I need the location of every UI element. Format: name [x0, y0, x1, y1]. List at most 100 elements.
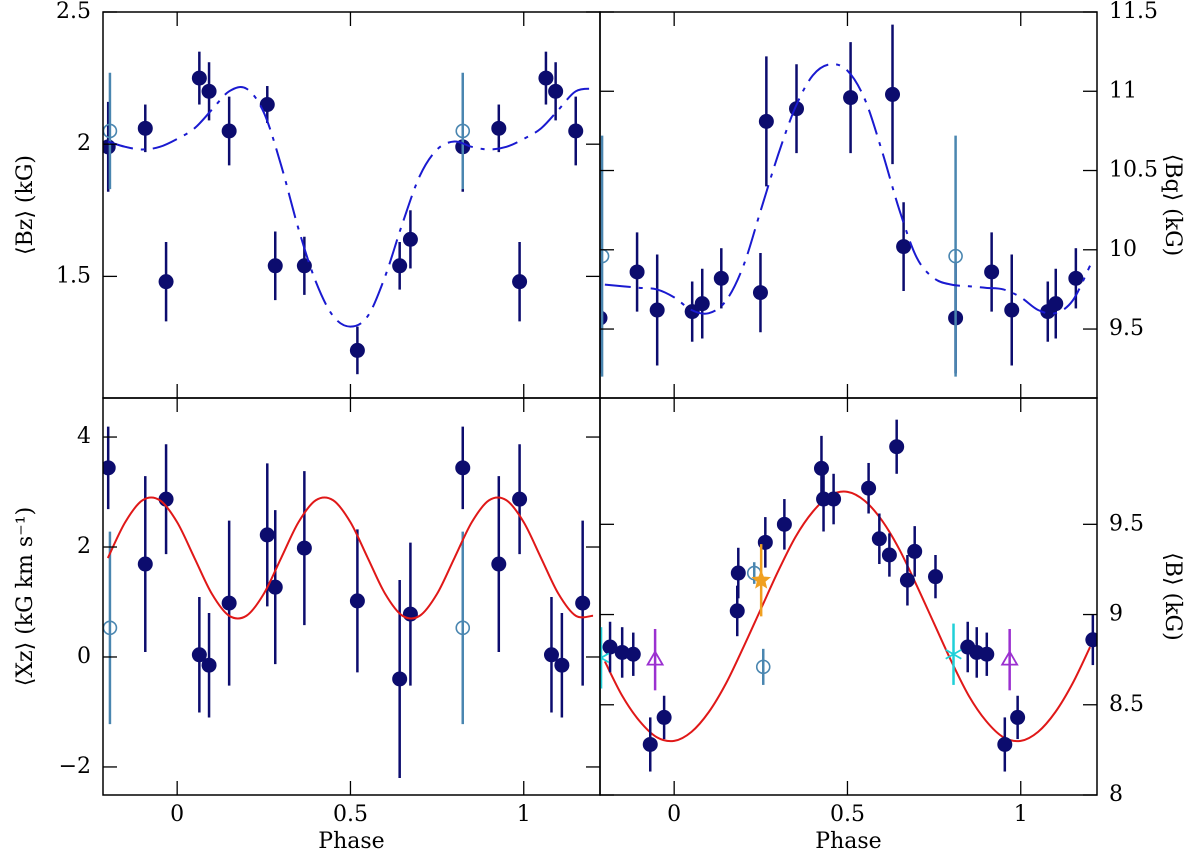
data-point — [201, 657, 217, 673]
data-point — [896, 239, 912, 255]
data-point — [548, 83, 564, 99]
data-point — [267, 258, 283, 274]
y-axis-label: ⟨Xz⟩ (kG km s⁻¹) — [13, 507, 38, 686]
y-tick-label: 11.5 — [1109, 0, 1158, 24]
y-tick-label: 11 — [1109, 78, 1137, 103]
data-point — [455, 620, 471, 636]
data-point — [392, 258, 408, 274]
y-tick-label: 9.5 — [1109, 316, 1144, 341]
data-point — [979, 646, 995, 662]
data-point — [755, 659, 771, 675]
data-point — [158, 491, 174, 507]
data-point — [137, 556, 153, 572]
x-axis-label: Phase — [318, 829, 384, 854]
data-point — [881, 547, 897, 563]
data-point — [1085, 632, 1097, 648]
y-tick-label: 8 — [1109, 782, 1123, 807]
data-point — [625, 646, 641, 662]
data-point — [296, 540, 312, 556]
data-point — [575, 595, 591, 611]
data-point — [1004, 302, 1020, 318]
data-point — [776, 516, 792, 532]
y-tick-label: 8.5 — [1109, 692, 1144, 717]
data-point — [455, 123, 471, 139]
x-tick-label: 0.5 — [333, 802, 368, 827]
plot-area — [600, 419, 1097, 772]
x-tick-label: 1 — [1014, 802, 1028, 827]
data-point — [889, 439, 905, 455]
data-point — [158, 274, 174, 290]
data-point — [349, 593, 365, 609]
x-axis-label: Phase — [815, 829, 881, 854]
data-point — [602, 639, 618, 655]
y-axis-label: ⟨Bz⟩ (kG) — [13, 155, 38, 255]
data-point — [402, 231, 418, 247]
data-point — [997, 736, 1013, 752]
data-point — [191, 647, 207, 663]
data-point — [684, 304, 700, 320]
panel: 0 0.5 1 −2 0 2 4 ⟨Xz⟩ (kG km s⁻¹) Phase — [13, 397, 601, 854]
data-point — [885, 86, 901, 102]
data-point — [656, 709, 672, 725]
data-point — [907, 543, 923, 559]
plot-frame — [102, 11, 601, 399]
y-tick-label: 10.5 — [1109, 158, 1158, 183]
data-point — [491, 120, 507, 136]
data-point — [512, 274, 528, 290]
data-point — [927, 569, 943, 585]
panel: 0 0.5 1 8 8.5 9 9.5 ⟨B⟩ (kG) Phase — [599, 397, 1185, 854]
data-point — [843, 90, 859, 106]
y-axis-label: ⟨B⟩ (kG) — [1160, 552, 1185, 640]
data-point — [221, 123, 237, 139]
fit-curve — [604, 63, 1091, 315]
data-point — [137, 120, 153, 136]
y-tick-label: 2 — [77, 131, 91, 156]
data-point — [543, 647, 559, 663]
data-point — [826, 491, 842, 507]
data-point — [538, 70, 554, 86]
data-point — [729, 603, 745, 619]
y-tick-label: 9.5 — [1109, 511, 1144, 536]
x-tick-label: 1 — [517, 802, 531, 827]
plot-area — [103, 426, 594, 778]
data-point — [1048, 296, 1064, 312]
data-point — [600, 648, 610, 667]
data-point — [646, 649, 665, 666]
plot-frame — [599, 11, 1098, 399]
y-tick-label: 9 — [1109, 602, 1123, 627]
data-point — [201, 83, 217, 99]
data-point — [259, 97, 275, 113]
y-tick-label: 1.5 — [56, 263, 91, 288]
data-point — [455, 460, 471, 476]
data-point — [945, 645, 962, 664]
fit-curve — [106, 496, 594, 620]
y-tick-label: 10 — [1109, 237, 1137, 262]
x-tick-label: 0 — [667, 802, 681, 827]
y-tick-label: 2 — [77, 534, 91, 559]
data-point — [512, 491, 528, 507]
y-tick-label: 4 — [77, 424, 91, 449]
data-point — [751, 569, 771, 589]
y-tick-label: 2.5 — [56, 0, 91, 24]
data-point — [758, 113, 774, 129]
data-point — [614, 644, 630, 660]
data-point — [861, 480, 877, 496]
y-axis-label: ⟨Bq⟩ (kG) — [1160, 154, 1185, 256]
panel: 1.5 2 2.5 ⟨Bz⟩ (kG) — [13, 0, 601, 399]
data-point — [568, 123, 584, 139]
y-tick-label: −2 — [59, 754, 91, 779]
panel: 9.5 10 10.5 11 11.5 ⟨Bq⟩ (kG) — [599, 0, 1185, 399]
fit-curve — [107, 86, 594, 328]
data-point — [871, 531, 887, 547]
data-point — [813, 460, 829, 476]
data-point — [713, 270, 729, 286]
y-tick-label: 0 — [77, 644, 91, 669]
data-point — [1000, 649, 1019, 666]
data-point — [554, 657, 570, 673]
data-point — [1010, 709, 1026, 725]
data-point — [752, 285, 768, 301]
data-point — [491, 556, 507, 572]
data-point — [649, 302, 665, 318]
x-tick-label: 0.5 — [830, 802, 865, 827]
